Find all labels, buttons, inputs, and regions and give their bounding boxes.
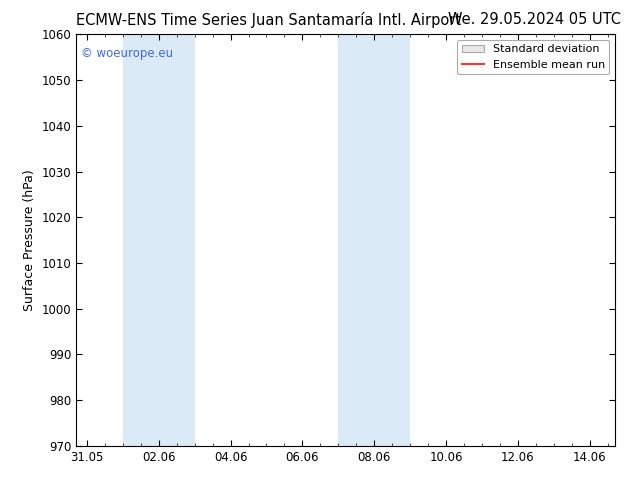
Bar <box>339 34 410 446</box>
Text: © woeurope.eu: © woeurope.eu <box>81 47 174 60</box>
Legend: Standard deviation, Ensemble mean run: Standard deviation, Ensemble mean run <box>457 40 609 74</box>
Bar <box>123 34 195 446</box>
Text: ECMW-ENS Time Series Juan Santamaría Intl. Airport: ECMW-ENS Time Series Juan Santamaría Int… <box>76 12 461 28</box>
Y-axis label: Surface Pressure (hPa): Surface Pressure (hPa) <box>23 169 36 311</box>
Text: We. 29.05.2024 05 UTC: We. 29.05.2024 05 UTC <box>448 12 621 27</box>
